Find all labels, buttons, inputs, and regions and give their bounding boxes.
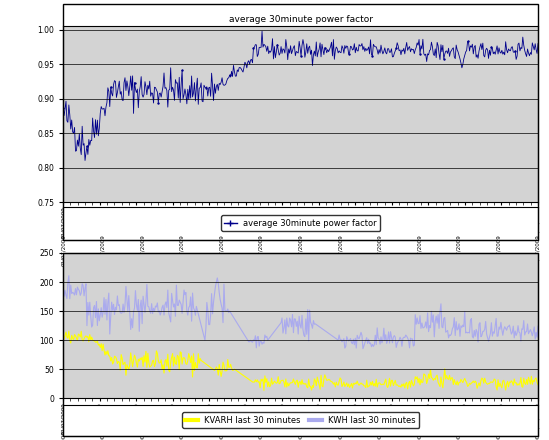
Legend: average 30minute power factor: average 30minute power factor xyxy=(221,216,380,231)
Title: average 30minute power factor: average 30minute power factor xyxy=(228,15,373,24)
Legend: KVARH last 30 minutes, KWH last 30 minutes: KVARH last 30 minutes, KWH last 30 minut… xyxy=(182,412,419,428)
